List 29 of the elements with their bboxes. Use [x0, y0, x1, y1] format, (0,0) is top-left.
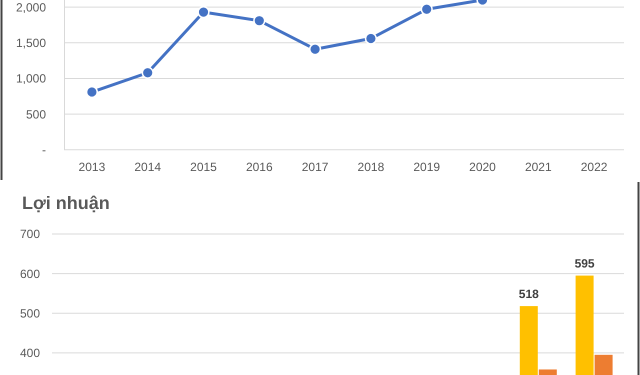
- y-tick-label: 600: [20, 266, 40, 281]
- x-tick-label: 2019: [413, 160, 440, 174]
- point: [420, 3, 433, 16]
- y-tick-label: 500: [26, 107, 46, 122]
- x-tick-label: 2015: [190, 160, 218, 174]
- chart-title: Lợi nhuận: [22, 193, 110, 213]
- y-tick-label: 1,500: [16, 36, 46, 50]
- y-tick-label: 1,000: [16, 72, 46, 86]
- data-label: 595: [574, 256, 595, 271]
- y-tick-label: 400: [20, 346, 40, 360]
- data-label: 518: [518, 287, 540, 302]
- point: [142, 66, 154, 79]
- x-tick-label: 2014: [134, 160, 162, 174]
- x-tick-label: 2021: [524, 160, 552, 174]
- y-tick-label: 2,000: [16, 0, 46, 14]
- y-tick-label: 500: [20, 306, 40, 320]
- x-tick-label: 2020: [469, 160, 496, 174]
- point: [309, 43, 322, 56]
- point: [253, 14, 266, 27]
- point: [197, 6, 210, 18]
- x-tick-label: 2016: [246, 160, 273, 174]
- point: [364, 32, 377, 45]
- x-tick-label: 2022: [580, 160, 608, 174]
- y-tick-label: 700: [20, 227, 40, 242]
- x-tick-label: 2018: [358, 160, 385, 174]
- y-tick-label: -: [42, 143, 46, 157]
- point: [86, 86, 98, 98]
- x-tick-label: 2013: [78, 160, 106, 174]
- x-tick-label: 2017: [302, 160, 329, 174]
